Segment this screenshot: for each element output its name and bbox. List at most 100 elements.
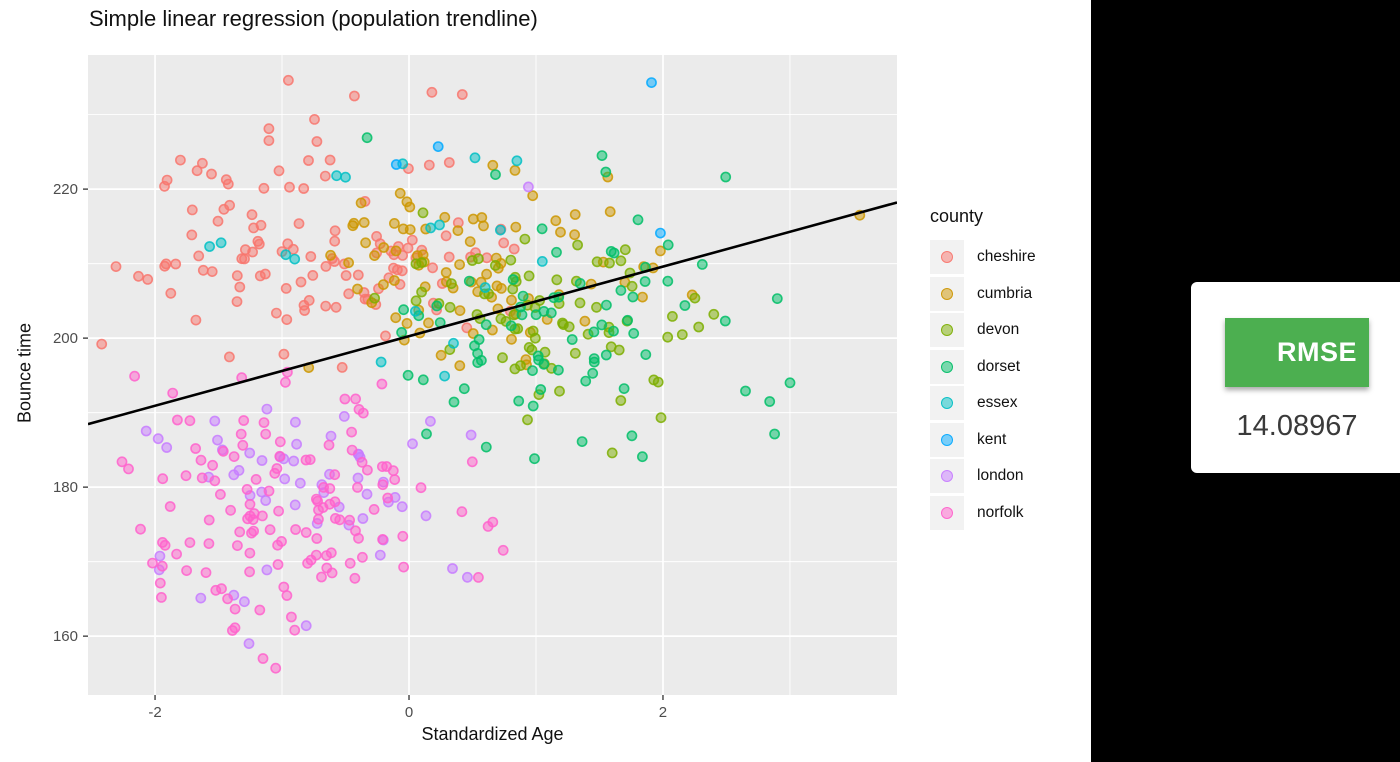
data-point-london [233,464,245,476]
data-point-dorset [719,315,731,327]
data-point-dorset [535,384,547,395]
data-point-norfolk [274,450,286,462]
data-point-norfolk [285,611,297,623]
data-point-essex [511,155,523,167]
data-point-essex [215,237,227,249]
data-point-dorset [458,383,470,395]
rmse-button[interactable]: RMSE [1225,318,1369,387]
data-point-norfolk [349,572,361,584]
data-point-dorset [626,430,638,442]
legend-label: kent [977,430,1007,448]
data-point-cumbria [637,291,648,303]
data-point-london [357,513,369,524]
data-point-london [294,477,306,489]
data-point-cumbria [378,242,390,253]
data-point-dorset [505,320,517,332]
legend-label: cumbria [977,284,1033,302]
data-point-cheshire [343,288,355,300]
legend-dot-cumbria [941,287,953,300]
data-point-norfolk [190,443,201,454]
data-point-norfolk [244,498,256,510]
data-point-norfolk [228,451,240,462]
data-point-london [279,473,291,485]
legend-item-london: london [930,459,1036,493]
data-point-dorset [552,364,564,376]
data-point-cumbria [569,209,581,220]
legend-dot-dorset [941,360,953,373]
data-point-cumbria [388,217,400,229]
data-point-essex [331,170,342,182]
data-point-norfolk [154,577,166,589]
legend-label: cheshire [977,248,1036,265]
data-point-london [289,416,301,428]
data-point-cheshire [252,235,264,247]
data-point-cheshire [239,253,250,265]
legend: county cheshire cumbria devon dorset essex ke… [930,206,1036,532]
data-point-london [195,592,207,604]
legend-key [930,495,964,530]
data-point-cheshire [234,281,246,293]
data-point-norfolk [368,503,380,515]
data-point-dorset [588,353,600,364]
data-point-devon [519,233,531,245]
data-point-cumbria [325,249,336,261]
data-point-norfolk [317,502,329,513]
data-point-norfolk [129,370,140,382]
data-point-cheshire [263,135,275,146]
data-point-cheshire [340,270,352,281]
data-point-london [424,415,436,427]
data-point-devon [708,308,720,320]
data-point-norfolk [361,464,373,476]
data-point-norfolk [397,530,409,542]
data-point-cheshire [443,157,455,168]
data-point-cheshire [324,154,336,166]
data-point-kent [432,141,444,152]
data-point-norfolk [147,557,158,569]
x-tick-label: -2 [148,704,161,721]
data-point-cheshire [298,183,310,194]
data-point-norfolk [244,566,255,578]
data-point-dorset [529,453,540,465]
data-point-norfolk [273,505,284,517]
data-point-devon [410,295,422,307]
data-point-devon [445,278,457,289]
data-point-norfolk [329,469,341,481]
data-point-cheshire [329,225,341,237]
data-point-cumbria [343,257,354,269]
data-point-dorset [402,369,414,381]
data-point-norfolk [209,475,221,487]
data-point-cheshire [110,261,122,272]
legend-dot-essex [941,397,953,409]
data-point-dorset [576,436,588,447]
data-point-devon [676,329,688,340]
legend-items: cheshire cumbria devon dorset essex kent londo… [930,240,1036,530]
data-point-dorset [490,169,501,180]
data-point-cumbria [506,294,517,306]
data-point-devon [472,253,484,265]
data-point-norfolk [263,485,275,497]
y-tick-label: 160 [53,628,78,645]
data-point-norfolk [274,436,286,448]
data-point-devon [655,412,667,424]
data-point-norfolk [382,492,394,504]
data-point-norfolk [344,557,356,569]
data-point-norfolk [376,461,388,472]
data-point-norfolk [352,481,363,493]
legend-item-essex: essex [930,386,1036,420]
data-point-dorset [618,383,630,394]
legend-dot-norfolk [941,506,953,519]
data-point-cheshire [293,218,305,229]
data-point-london [140,425,152,437]
data-point-dorset [421,428,432,440]
data-point-norfolk [350,393,361,405]
y-tick-label: 180 [53,479,78,496]
data-point-kent [655,227,666,239]
data-point-dorset [764,396,776,407]
legend-label: devon [977,321,1020,338]
data-point-cheshire [320,300,332,312]
data-point-cumbria [604,206,616,218]
data-point-norfolk [289,624,301,636]
data-point-cheshire [222,178,234,190]
data-point-devon [527,325,539,337]
data-point-norfolk [246,527,257,539]
